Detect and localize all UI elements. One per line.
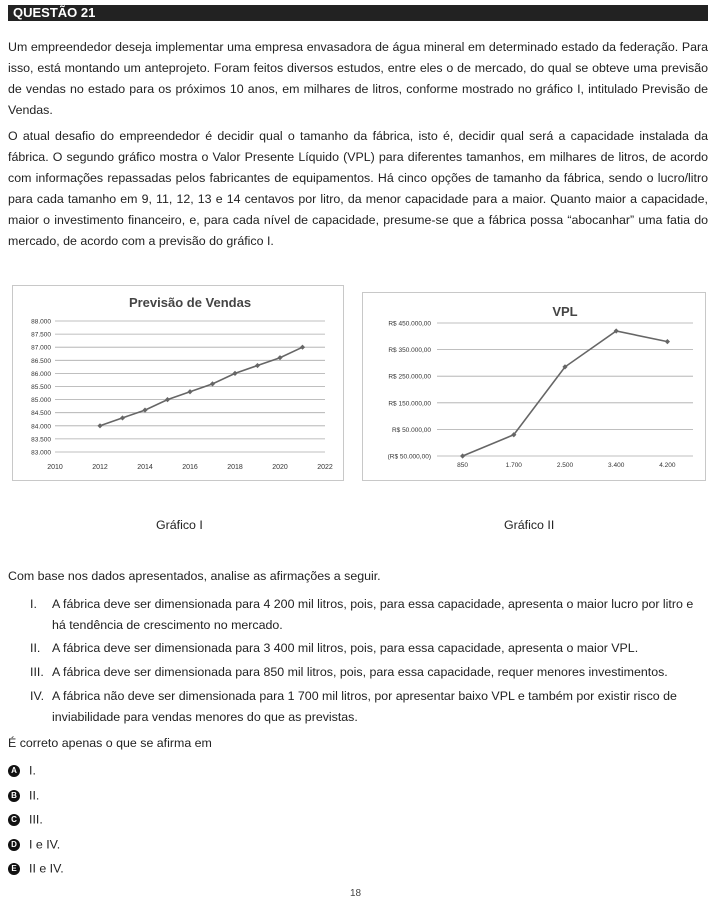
option-a[interactable]: A I. bbox=[8, 762, 36, 778]
y-tick-label: 88.000 bbox=[31, 319, 51, 326]
statement-4: IV. A fábrica não deve ser dimensionada … bbox=[30, 686, 708, 728]
y-tick-label: R$ 450.000,00 bbox=[388, 321, 431, 328]
caption-graph-2: Gráfico II bbox=[504, 518, 555, 532]
caption-graph-1: Gráfico I bbox=[156, 518, 203, 532]
statement-text: A fábrica deve ser dimensionada para 3 4… bbox=[52, 641, 639, 655]
question-prompt: É correto apenas o que se afirma em bbox=[8, 736, 212, 750]
option-text: I e IV. bbox=[29, 837, 61, 852]
statement-number: II. bbox=[30, 641, 41, 655]
y-tick-label: 86.500 bbox=[31, 358, 51, 365]
x-tick-label: 3.400 bbox=[608, 462, 625, 469]
x-tick-label: 2010 bbox=[47, 464, 63, 471]
x-tick-label: 2.500 bbox=[557, 462, 574, 469]
data-point bbox=[142, 407, 148, 413]
data-point bbox=[664, 339, 670, 345]
y-tick-label: 83.500 bbox=[31, 436, 51, 443]
option-text: I. bbox=[29, 763, 36, 778]
y-tick-label: 83.000 bbox=[31, 450, 51, 457]
option-text: III. bbox=[29, 812, 43, 827]
x-tick-label: 2022 bbox=[317, 464, 333, 471]
y-tick-label: (R$ 50.000,00) bbox=[388, 454, 431, 461]
statement-3: III. A fábrica deve ser dimensionada par… bbox=[30, 662, 708, 683]
y-tick-label: R$ 350.000,00 bbox=[388, 347, 431, 354]
data-point bbox=[209, 381, 216, 387]
data-point bbox=[299, 344, 306, 350]
option-letter-badge: A bbox=[8, 764, 20, 777]
option-b[interactable]: B II. bbox=[8, 787, 39, 803]
question-header: QUESTÃO 21 bbox=[8, 5, 708, 21]
y-tick-label: 85.500 bbox=[31, 384, 51, 391]
x-tick-label: 2020 bbox=[272, 464, 288, 471]
option-text: II e IV. bbox=[29, 861, 64, 876]
statement-2: II. A fábrica deve ser dimensionada para… bbox=[30, 638, 708, 659]
vpl-chart: VPL (R$ 50.000,00) R$ 50.000,00 R$ 150.000,… bbox=[362, 292, 706, 481]
y-tick-label: R$ 250.000,00 bbox=[388, 374, 431, 381]
data-point bbox=[254, 362, 261, 369]
y-tick-label: R$ 150.000,00 bbox=[388, 400, 431, 407]
option-letter-badge: D bbox=[8, 838, 20, 851]
y-tick-label: 85.000 bbox=[31, 397, 51, 404]
y-tick-label: 86.000 bbox=[31, 371, 51, 378]
series-line bbox=[99, 346, 303, 427]
y-tick-label: 87.500 bbox=[31, 332, 51, 339]
data-point bbox=[460, 453, 466, 459]
option-e[interactable]: E II e IV. bbox=[8, 860, 64, 876]
statement-1: I. A fábrica deve ser dimensionada para … bbox=[30, 594, 708, 636]
vpl-chart-svg: VPL (R$ 50.000,00) R$ 50.000,00 R$ 150.000,… bbox=[388, 304, 693, 469]
option-c[interactable]: C III. bbox=[8, 811, 43, 827]
option-d[interactable]: D I e IV. bbox=[8, 836, 60, 852]
sales-forecast-chart-svg: Previsão de Vendas 83.000 83.500 84.000 84.5… bbox=[31, 295, 333, 471]
x-tick-label: 4.200 bbox=[659, 462, 676, 469]
paragraph-1: Um empreendedor deseja implementar uma e… bbox=[8, 40, 708, 117]
option-letter-badge: B bbox=[8, 789, 20, 802]
x-tick-label: 2012 bbox=[92, 464, 108, 471]
x-tick-label: 2018 bbox=[227, 464, 243, 471]
x-tick-label: 850 bbox=[457, 462, 468, 469]
data-point bbox=[164, 397, 171, 403]
statement-number: III. bbox=[30, 665, 44, 679]
y-tick-label: 84.500 bbox=[31, 410, 51, 417]
y-tick-label: 84.000 bbox=[31, 423, 51, 430]
data-point bbox=[562, 364, 568, 370]
statement-text: A fábrica deve ser dimensionada para 850… bbox=[52, 665, 668, 679]
data-point bbox=[97, 423, 103, 429]
sales-forecast-chart: Previsão de Vendas 83.000 83.500 84.000 84.5… bbox=[12, 285, 344, 481]
lead-text: Com base nos dados apresentados, analise… bbox=[8, 569, 381, 583]
y-tick-label: 87.000 bbox=[31, 345, 51, 352]
statement-text: A fábrica não deve ser dimensionada para… bbox=[52, 689, 677, 724]
page-number: 18 bbox=[350, 888, 362, 899]
option-letter-badge: C bbox=[8, 813, 20, 826]
statement-text: A fábrica deve ser dimensionada para 4 2… bbox=[52, 597, 694, 632]
paragraph-2: O atual desafio do empreendedor é decidi… bbox=[8, 129, 708, 248]
option-letter-badge: E bbox=[8, 862, 20, 875]
data-point bbox=[119, 415, 126, 421]
y-tick-label: R$ 50.000,00 bbox=[392, 427, 431, 434]
chart-title: VPL bbox=[552, 304, 577, 319]
option-text: II. bbox=[29, 788, 40, 803]
x-tick-label: 2016 bbox=[182, 464, 198, 471]
data-point bbox=[232, 370, 238, 376]
statement-number: I. bbox=[30, 597, 37, 611]
x-tick-label: 1.700 bbox=[506, 462, 523, 469]
data-point bbox=[277, 355, 283, 361]
statement-number: IV. bbox=[30, 689, 45, 703]
chart-title: Previsão de Vendas bbox=[129, 295, 251, 310]
data-point bbox=[187, 389, 193, 395]
x-tick-label: 2014 bbox=[137, 464, 153, 471]
